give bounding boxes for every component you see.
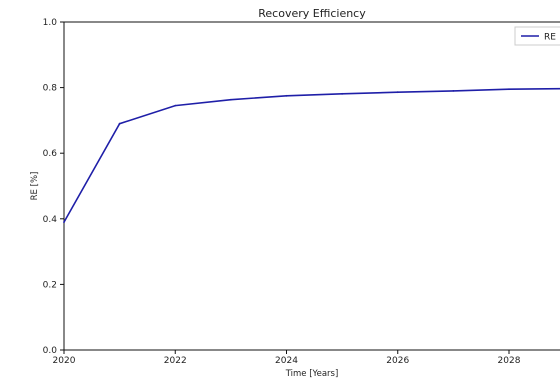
y-tick-label: 0.0 — [43, 346, 58, 356]
y-tick-label: 0.2 — [43, 280, 57, 290]
x-tick-label: 2022 — [164, 356, 187, 366]
data-point-re — [396, 91, 399, 94]
data-point-re — [174, 104, 177, 107]
y-tick-label: 0.8 — [43, 84, 58, 94]
x-tick-label: 2028 — [498, 356, 521, 366]
data-point-re — [118, 122, 121, 125]
data-point-re — [229, 98, 232, 101]
data-point-re — [452, 89, 455, 92]
y-axis-label: RE [%] — [30, 172, 40, 201]
data-point-re — [63, 221, 65, 223]
data-point-re — [285, 94, 288, 97]
legend: RE — [514, 26, 560, 46]
legend-label-re: RE — [544, 33, 556, 43]
x-tick-label: 2026 — [386, 356, 409, 366]
data-point-re — [341, 92, 344, 95]
chart-title: Recovery Efficiency — [258, 7, 366, 20]
y-tick-label: 1.0 — [43, 18, 58, 28]
y-tick-label: 0.4 — [43, 215, 58, 225]
series-line-re — [63, 87, 560, 223]
x-tick-label: 2024 — [275, 356, 298, 366]
x-tick-label: 2020 — [53, 356, 76, 366]
y-tick-label: 0.6 — [43, 149, 58, 159]
data-point-re — [508, 88, 510, 91]
x-axis-label: Time [Years] — [285, 369, 339, 379]
plot-area — [63, 21, 560, 351]
